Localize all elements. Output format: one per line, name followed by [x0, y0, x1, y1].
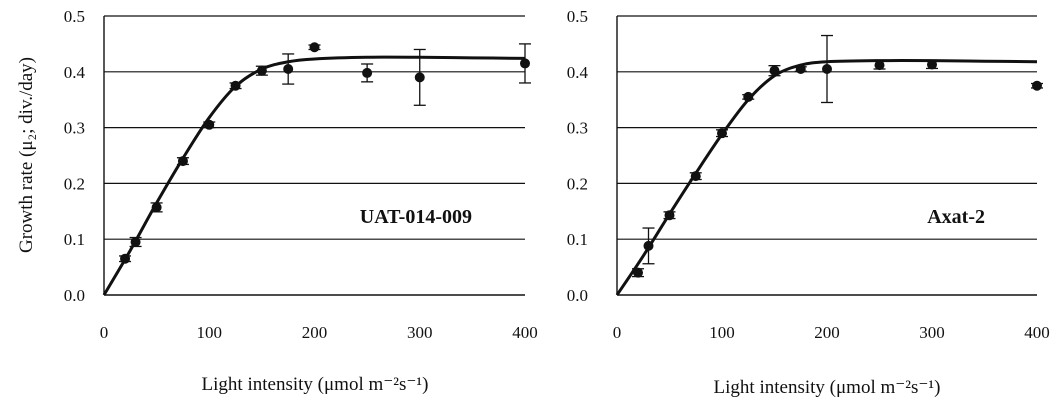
- strain-label: Axat-2: [927, 206, 985, 228]
- data-point: [874, 60, 885, 71]
- data-point: [743, 91, 754, 102]
- y-tick-label: 0.1: [567, 230, 588, 249]
- y-tick-label: 0.1: [64, 230, 85, 249]
- x-tick-label: 400: [512, 323, 538, 342]
- y-tick-label: 0.4: [64, 63, 86, 82]
- data-point: [283, 64, 294, 75]
- y-tick-label: 0.5: [567, 7, 588, 26]
- data-point: [664, 210, 675, 221]
- data-point: [414, 72, 425, 83]
- data-point: [769, 65, 780, 76]
- data-point: [717, 128, 727, 139]
- data-point: [822, 64, 832, 75]
- x-tick-label: 0: [613, 323, 622, 342]
- y-tick-label: 0.0: [567, 286, 588, 305]
- y-tick-label: 0.2: [64, 174, 85, 193]
- data-point: [309, 42, 320, 53]
- x-tick-label: 400: [1024, 323, 1050, 342]
- data-point: [204, 119, 215, 130]
- chart-panel-axat-2: 0.0 0.1 0.2 0.3 0.4 0.5 0 100 200 300 400 Light int…: [567, 7, 1050, 398]
- data-point: [256, 65, 267, 76]
- y-tick-label: 0.3: [567, 119, 588, 138]
- fit-curve: [102, 55, 526, 296]
- data-point: [1032, 80, 1042, 91]
- x-axis-label: Light intensity (μmol m⁻²s⁻¹): [714, 377, 941, 398]
- x-tick-label: 200: [302, 323, 328, 342]
- y-axis-label: Growth rate (μ₂; div./day): [16, 57, 37, 253]
- data-point: [690, 171, 701, 182]
- data-point: [927, 59, 937, 70]
- data-point: [633, 267, 643, 278]
- data-point: [177, 156, 188, 167]
- x-tick-label: 300: [407, 323, 433, 342]
- x-tick-label: 300: [919, 323, 945, 342]
- data-point: [643, 240, 654, 251]
- data-point: [795, 64, 806, 75]
- chart-panel-uat-014-009: 0.0 0.1 0.2 0.3 0.4 0.5 0 100 200 300 400 Light int…: [64, 7, 538, 395]
- x-tick-label: 100: [709, 323, 735, 342]
- x-axis-label: Light intensity (μmol m⁻²s⁻¹): [202, 374, 429, 395]
- x-tick-label: 200: [814, 323, 840, 342]
- strain-label: UAT-014-009: [360, 206, 472, 228]
- y-tick-label: 0.0: [64, 286, 85, 305]
- y-tick-label: 0.2: [567, 174, 588, 193]
- data-point: [120, 253, 131, 264]
- data-point: [130, 236, 141, 247]
- data-point: [520, 58, 530, 69]
- data-point: [362, 67, 373, 78]
- y-tick-label: 0.4: [567, 63, 589, 82]
- x-tick-label: 100: [197, 323, 223, 342]
- data-point: [151, 202, 162, 213]
- x-tick-label: 0: [100, 323, 109, 342]
- data-point: [230, 80, 241, 91]
- y-tick-label: 0.5: [64, 7, 85, 26]
- y-tick-label: 0.3: [64, 119, 85, 138]
